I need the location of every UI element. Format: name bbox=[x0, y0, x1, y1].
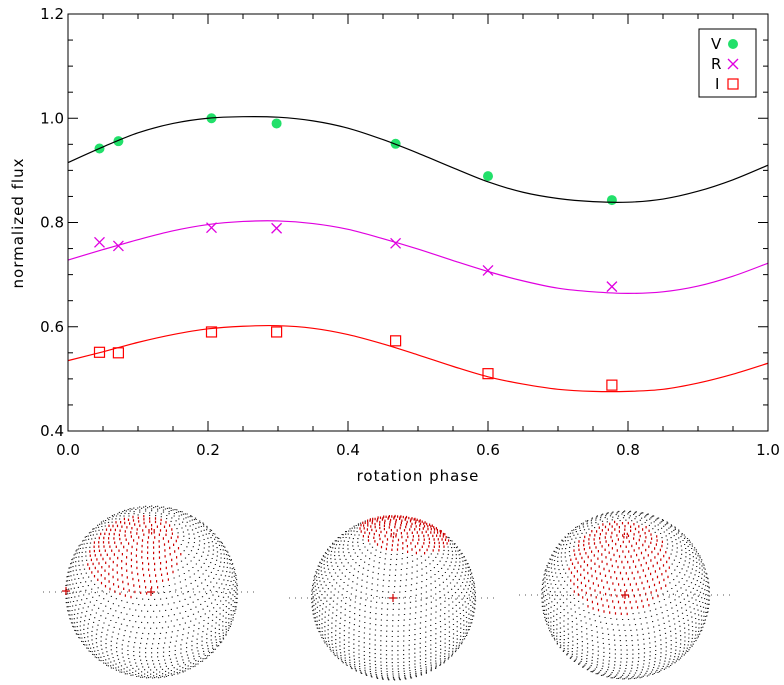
data-point-r bbox=[94, 236, 105, 248]
data-point-r-stroke bbox=[271, 222, 283, 234]
sphere-grid bbox=[541, 510, 711, 680]
data-point-v bbox=[271, 118, 282, 129]
legend-marker-r-stroke bbox=[727, 58, 739, 70]
spot-map-2 bbox=[289, 514, 497, 681]
data-point-r bbox=[606, 281, 618, 293]
center-cross bbox=[389, 594, 397, 602]
data-point-r-stroke bbox=[482, 264, 494, 276]
y-tick-label: 0.8 bbox=[40, 214, 64, 232]
data-markers bbox=[93, 113, 618, 391]
spot-map-1 bbox=[43, 505, 259, 679]
x-axis-label: rotation phase bbox=[357, 467, 480, 485]
x-tick-label: 1.0 bbox=[756, 441, 780, 459]
legend-marker-i bbox=[727, 78, 739, 90]
data-point-i bbox=[271, 326, 283, 338]
data-point-i bbox=[606, 379, 618, 391]
center-cross bbox=[621, 591, 629, 599]
x-tick-label: 0.6 bbox=[476, 441, 500, 459]
data-point-r-stroke bbox=[206, 222, 217, 234]
legend: V R I bbox=[698, 28, 757, 98]
data-point-r bbox=[271, 222, 283, 234]
data-point-i bbox=[390, 335, 402, 347]
x-tick-label: 0.2 bbox=[196, 441, 220, 459]
legend-label-r: R bbox=[711, 55, 721, 73]
legend-label-v: V bbox=[711, 35, 722, 53]
legend-marker-r bbox=[727, 58, 739, 70]
spot-region bbox=[568, 520, 670, 616]
data-point-i bbox=[482, 368, 494, 380]
model-curve-v bbox=[67, 115, 769, 203]
y-axis-label: normalized flux bbox=[9, 158, 27, 289]
model-curves bbox=[67, 115, 769, 393]
spot-map-3 bbox=[519, 510, 731, 680]
x-tick-label: 0.4 bbox=[336, 441, 360, 459]
y-tick-label: 0.4 bbox=[40, 422, 64, 440]
data-point-r bbox=[390, 237, 402, 249]
data-point-r-stroke bbox=[112, 240, 124, 252]
spot-region bbox=[359, 514, 450, 555]
data-point-i bbox=[205, 326, 218, 338]
light-curve-plot: 0.0 0.2 0.4 0.6 0.8 1.0 0.4 0.6 0.8 1.0 1.2 rotati… bbox=[9, 5, 780, 485]
sphere-grid bbox=[65, 505, 239, 679]
data-point-i bbox=[112, 347, 125, 359]
legend-marker-v bbox=[728, 39, 738, 49]
plot-frame bbox=[67, 13, 769, 432]
data-point-v bbox=[113, 136, 124, 147]
x-tick-label: 0.8 bbox=[616, 441, 640, 459]
axis-ticks: 0.0 0.2 0.4 0.6 0.8 1.0 0.4 0.6 0.8 1.0 1.2 bbox=[40, 5, 780, 459]
data-point-r-stroke bbox=[606, 281, 618, 293]
sphere-grid bbox=[311, 520, 477, 681]
edge-cross bbox=[62, 587, 70, 595]
data-point-r bbox=[112, 240, 124, 252]
model-curve-i bbox=[67, 324, 769, 393]
data-point-r-stroke bbox=[94, 236, 105, 248]
legend-label-i: I bbox=[715, 75, 719, 93]
model-curve-r bbox=[67, 220, 769, 294]
data-point-i bbox=[93, 346, 106, 358]
x-tick-label: 0.0 bbox=[56, 441, 80, 459]
data-point-r bbox=[482, 264, 494, 276]
spot-region bbox=[87, 515, 182, 599]
y-tick-label: 1.0 bbox=[40, 109, 64, 127]
y-tick-label: 0.6 bbox=[40, 318, 64, 336]
y-tick-label: 1.2 bbox=[40, 5, 64, 23]
data-point-r-stroke bbox=[390, 237, 402, 249]
center-cross bbox=[147, 588, 155, 596]
data-point-v bbox=[606, 195, 617, 206]
data-point-v bbox=[483, 171, 493, 182]
spot-maps bbox=[43, 505, 731, 681]
